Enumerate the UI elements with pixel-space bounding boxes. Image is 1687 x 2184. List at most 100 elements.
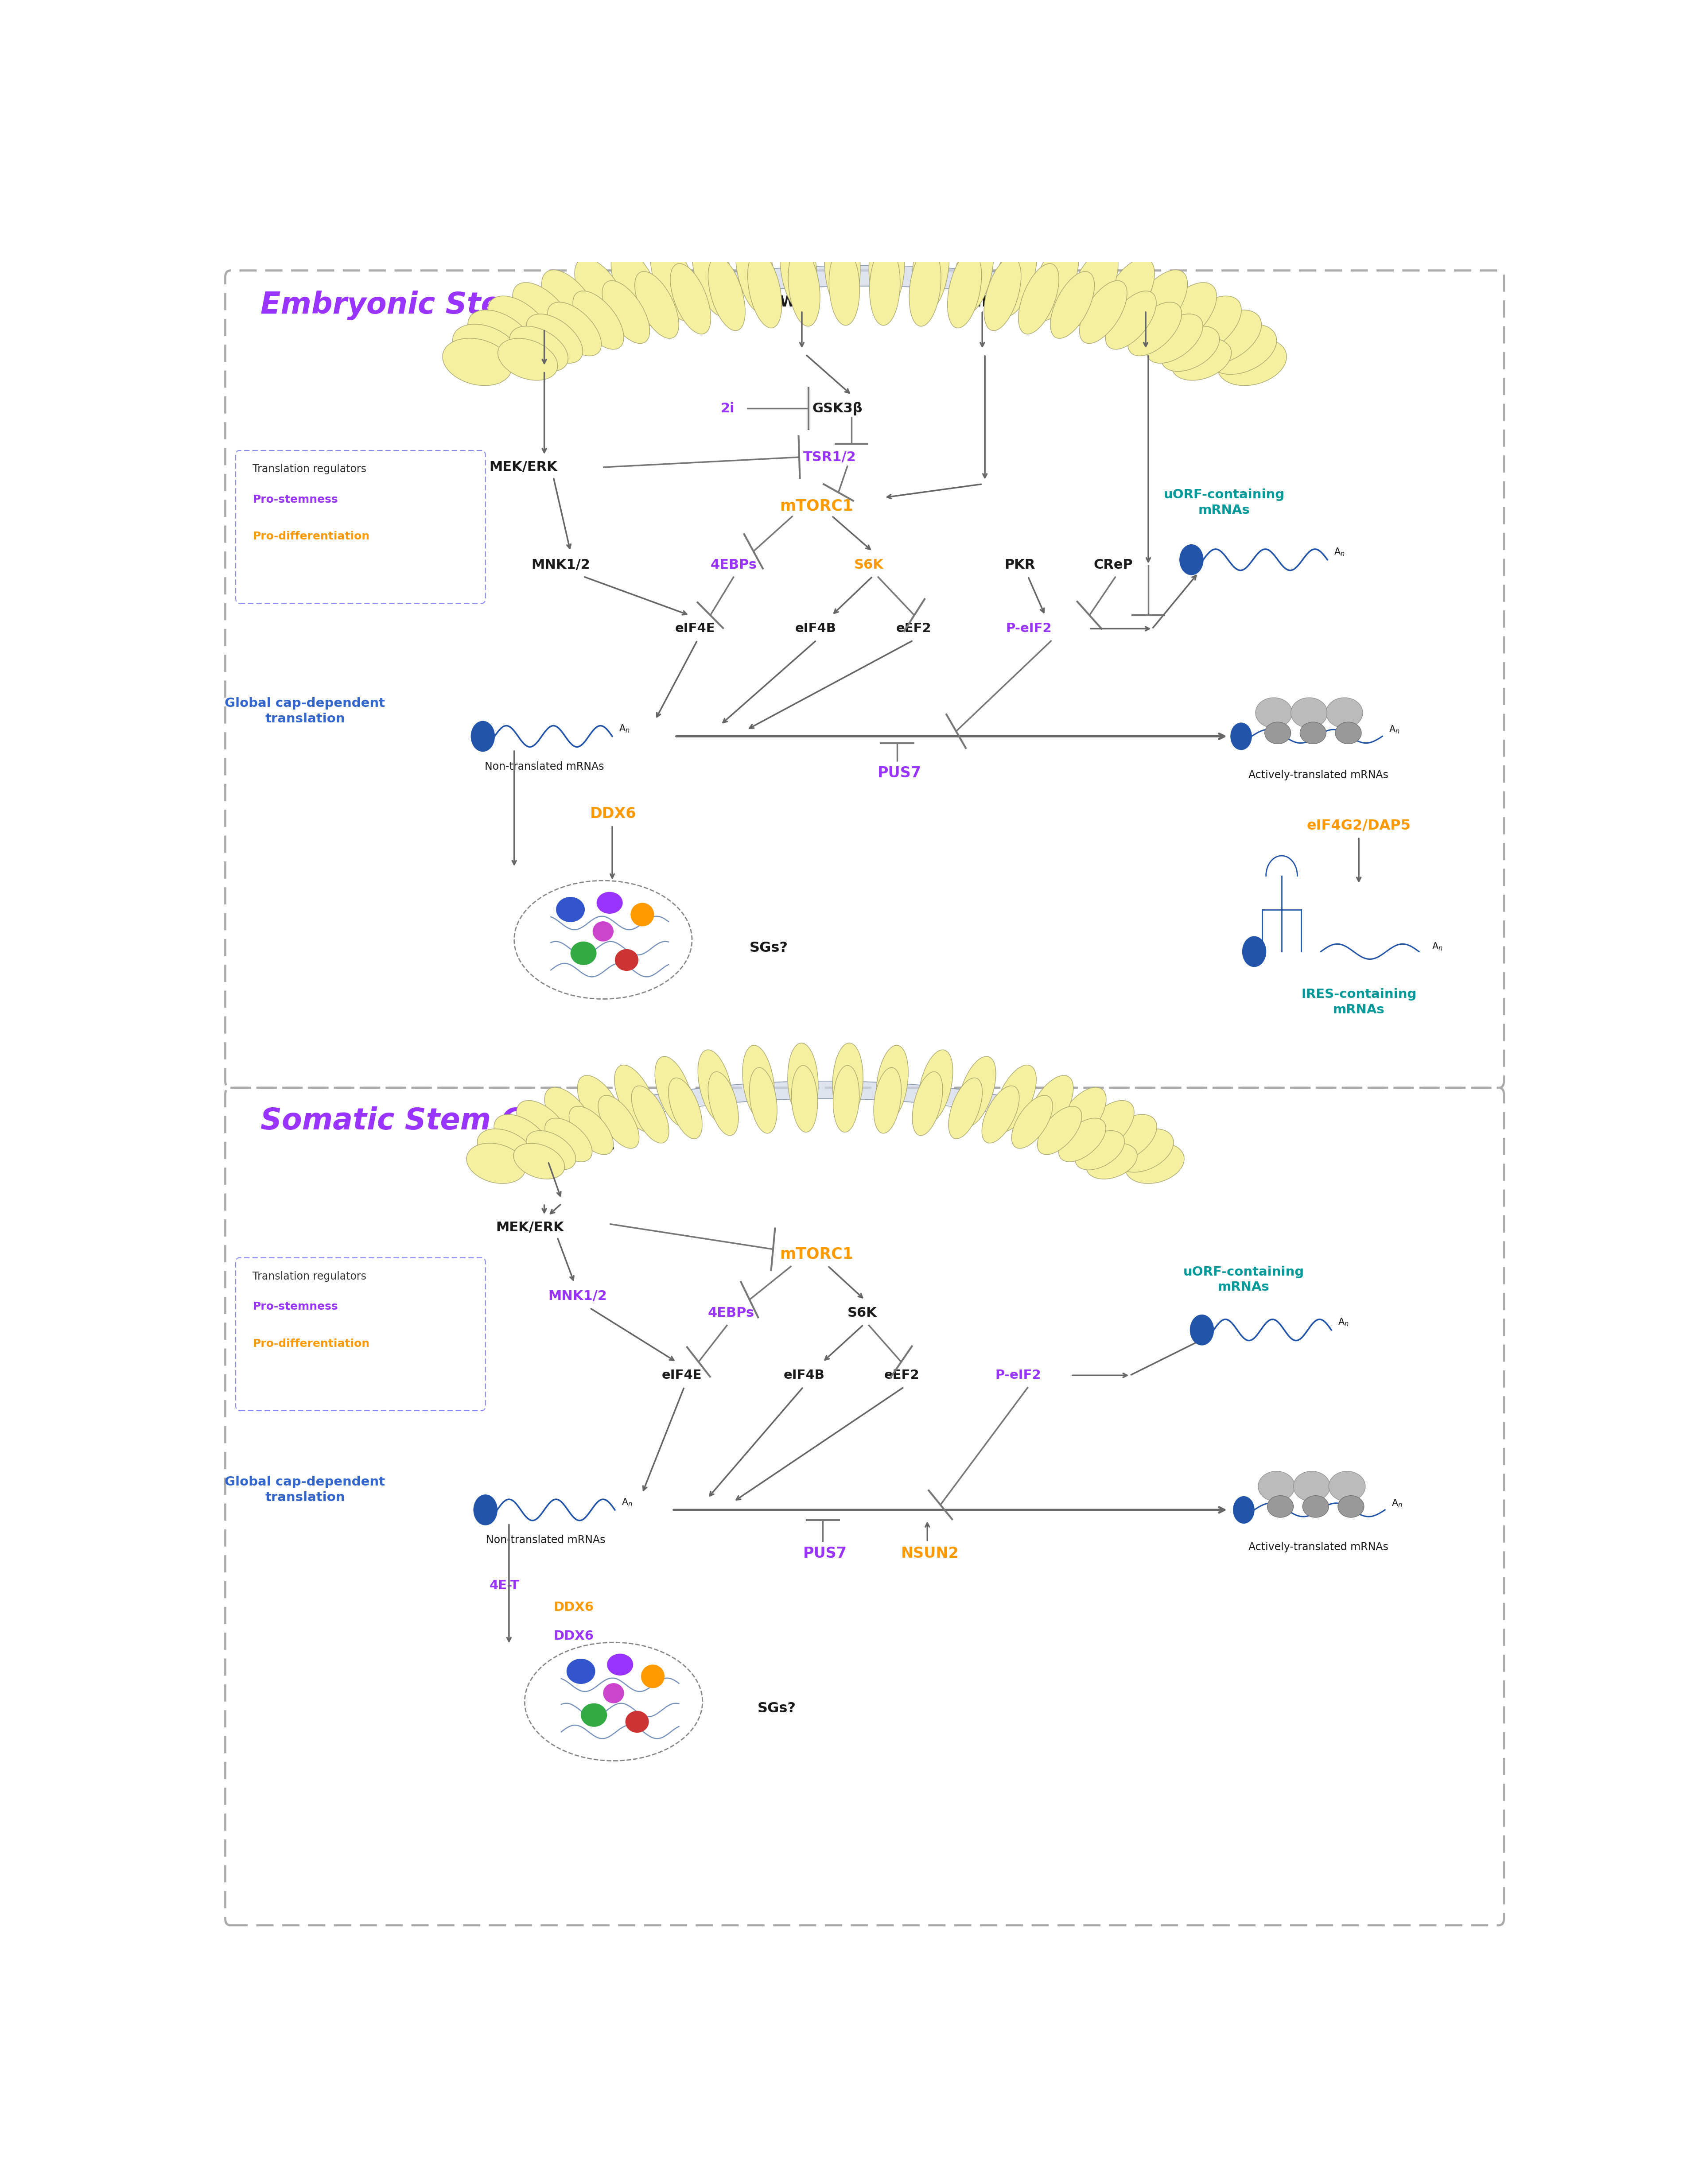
Text: A$_n$: A$_n$ [1392, 1498, 1402, 1509]
Ellipse shape [668, 1079, 702, 1138]
Text: eIF4B: eIF4B [783, 1369, 825, 1382]
Ellipse shape [1294, 1472, 1329, 1500]
Ellipse shape [948, 1079, 982, 1138]
Ellipse shape [1080, 282, 1127, 343]
Text: NSUN2: NSUN2 [901, 1546, 960, 1562]
Ellipse shape [575, 258, 629, 332]
Ellipse shape [1301, 723, 1326, 745]
Text: eEF2: eEF2 [884, 1369, 919, 1382]
Text: Pro-differentiation: Pro-differentiation [253, 531, 369, 542]
Text: IRES-containing
mRNAs: IRES-containing mRNAs [1301, 987, 1417, 1016]
Ellipse shape [1051, 271, 1095, 339]
Ellipse shape [995, 232, 1038, 317]
Text: 4EBPs: 4EBPs [709, 1306, 754, 1319]
Ellipse shape [791, 1066, 818, 1131]
Ellipse shape [574, 290, 624, 349]
Text: Growth Factors: Growth Factors [499, 310, 614, 323]
Text: Translation regulators: Translation regulators [253, 463, 366, 474]
Text: SGs?: SGs? [757, 1701, 796, 1714]
Ellipse shape [918, 1051, 953, 1123]
Ellipse shape [709, 1072, 739, 1136]
Ellipse shape [1291, 697, 1328, 727]
Circle shape [1242, 937, 1265, 968]
Ellipse shape [1056, 1088, 1107, 1144]
Text: 2i: 2i [720, 402, 736, 415]
Ellipse shape [631, 1085, 668, 1142]
Ellipse shape [599, 1096, 639, 1149]
Ellipse shape [994, 1066, 1036, 1131]
Text: Pro-differentiation: Pro-differentiation [253, 1339, 369, 1350]
Ellipse shape [604, 1684, 624, 1704]
Ellipse shape [1326, 697, 1363, 727]
Text: A$_n$: A$_n$ [619, 723, 629, 734]
Ellipse shape [526, 1131, 575, 1171]
Ellipse shape [1259, 1472, 1294, 1500]
Ellipse shape [577, 1075, 624, 1138]
Text: SGs?: SGs? [749, 941, 788, 954]
Text: Actively-translated mRNAs: Actively-translated mRNAs [1248, 1542, 1388, 1553]
Ellipse shape [614, 1066, 656, 1131]
Ellipse shape [1086, 1142, 1137, 1179]
Ellipse shape [958, 1057, 995, 1127]
Ellipse shape [833, 1066, 859, 1131]
Ellipse shape [982, 1085, 1019, 1142]
Ellipse shape [709, 258, 746, 330]
Text: MEK/ERK: MEK/ERK [489, 461, 557, 474]
Text: Global cap-dependent
translation: Global cap-dependent translation [224, 697, 385, 725]
Text: PUS7: PUS7 [877, 767, 921, 780]
Text: A$_n$: A$_n$ [1338, 1317, 1350, 1328]
Text: eIF4E: eIF4E [675, 622, 715, 636]
Text: P-Bodies: P-Bodies [569, 983, 638, 998]
Text: A$_n$: A$_n$ [1432, 941, 1442, 952]
Text: Somatic Stem Cells: Somatic Stem Cells [260, 1107, 580, 1136]
Ellipse shape [1255, 697, 1292, 727]
Ellipse shape [1105, 290, 1156, 349]
Circle shape [1189, 1315, 1213, 1345]
Ellipse shape [832, 1044, 864, 1120]
Ellipse shape [736, 227, 774, 314]
Ellipse shape [913, 1072, 943, 1136]
Ellipse shape [874, 1068, 901, 1133]
Text: eIF4E: eIF4E [661, 1369, 702, 1382]
Circle shape [1179, 544, 1203, 574]
Ellipse shape [569, 1107, 614, 1155]
Ellipse shape [1125, 1142, 1184, 1184]
Ellipse shape [779, 223, 817, 312]
Text: eEF2: eEF2 [896, 622, 931, 636]
Ellipse shape [516, 1101, 570, 1153]
Text: DDX6: DDX6 [553, 1601, 594, 1614]
Ellipse shape [526, 314, 582, 363]
Text: A$_n$: A$_n$ [621, 1496, 633, 1507]
Ellipse shape [477, 1129, 535, 1173]
Ellipse shape [641, 1664, 665, 1688]
Text: P-eIF2: P-eIF2 [995, 1369, 1041, 1382]
Text: MNK1/2: MNK1/2 [548, 1291, 607, 1302]
Text: uORF-containing
mRNAs: uORF-containing mRNAs [1164, 489, 1285, 515]
Text: Pro-stemness: Pro-stemness [253, 494, 337, 505]
Ellipse shape [1196, 310, 1262, 365]
Ellipse shape [876, 1046, 908, 1120]
Circle shape [471, 721, 494, 751]
Text: A$_n$: A$_n$ [1388, 725, 1400, 734]
Ellipse shape [545, 1088, 594, 1144]
Text: Translation regulators: Translation regulators [253, 1271, 366, 1282]
Ellipse shape [1019, 264, 1059, 334]
Ellipse shape [698, 1051, 732, 1123]
Ellipse shape [602, 282, 649, 343]
Ellipse shape [909, 249, 941, 325]
Ellipse shape [611, 249, 661, 325]
Ellipse shape [1338, 1496, 1365, 1518]
Text: Non-translated mRNAs: Non-translated mRNAs [486, 1535, 606, 1546]
Ellipse shape [948, 251, 982, 328]
Text: PKR: PKR [1004, 559, 1036, 572]
Text: WNT: WNT [779, 295, 818, 310]
Ellipse shape [788, 1044, 818, 1120]
Text: PUS7: PUS7 [803, 1546, 847, 1562]
Text: S6K: S6K [847, 1306, 877, 1319]
Ellipse shape [626, 1710, 649, 1732]
Ellipse shape [913, 223, 950, 312]
Ellipse shape [467, 310, 533, 365]
Circle shape [1232, 723, 1252, 749]
Ellipse shape [1059, 1118, 1107, 1162]
Ellipse shape [1329, 1472, 1365, 1500]
